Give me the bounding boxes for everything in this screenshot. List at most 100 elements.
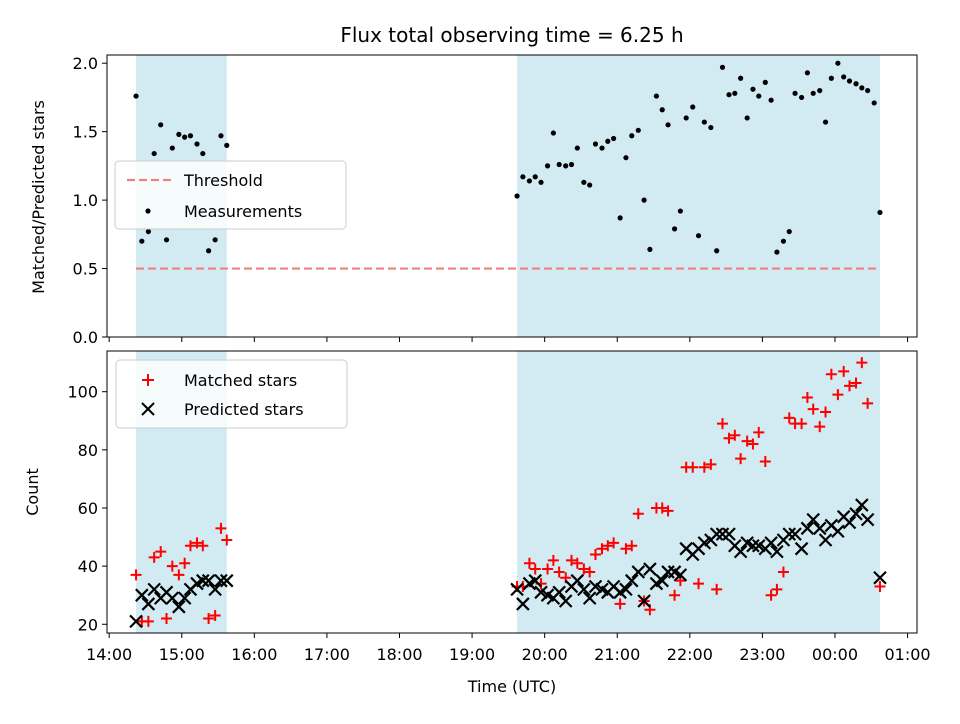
matched-point-51 (723, 432, 735, 444)
x-tick-label-11: 01:00 (885, 645, 931, 664)
predicted-point-36 (631, 565, 646, 579)
measurement-point-23 (556, 161, 562, 168)
x-tick-label-7: 21:00 (594, 645, 640, 664)
measurement-point-1 (139, 238, 145, 244)
measurement-point-75 (871, 100, 877, 106)
matched-point-28 (584, 566, 596, 578)
matched-point-7 (173, 569, 185, 581)
matched-point-0 (130, 569, 142, 581)
matched-point-66 (814, 421, 826, 433)
measurement-point-73 (859, 85, 865, 91)
matched-point-27 (578, 563, 590, 575)
matched-point-34 (620, 543, 632, 555)
predicted-point-19 (528, 573, 543, 588)
predicted-point-61 (782, 527, 797, 541)
predicted-point-67 (818, 533, 833, 547)
matched-point-49 (711, 583, 723, 595)
threshold-legend-label: Threshold (183, 171, 263, 190)
predicted-point-6 (165, 591, 180, 605)
x-tick-label-5: 19:00 (449, 645, 495, 664)
measurement-point-38 (647, 246, 653, 252)
predicted-point-37 (637, 594, 651, 608)
matched-point-42 (669, 589, 681, 601)
y-tick-label-top-2: 1.0 (73, 191, 98, 210)
measurement-point-51 (726, 92, 732, 98)
predicted-point-13 (208, 582, 222, 597)
measurement-point-58 (768, 97, 774, 103)
measurement-point-16 (514, 193, 520, 199)
predicted-point-73 (855, 498, 869, 512)
matched-point-10 (191, 537, 203, 549)
measurement-point-57 (762, 79, 768, 85)
matched-point-18 (523, 557, 535, 569)
measurement-point-62 (792, 90, 798, 96)
predicted-point-34 (619, 582, 633, 597)
measurement-point-37 (641, 197, 647, 203)
predicted-point-1 (135, 588, 149, 602)
measurement-point-6 (169, 145, 175, 151)
predicted-point-28 (582, 591, 597, 605)
measurement-point-56 (756, 93, 762, 99)
matched-point-74 (862, 397, 874, 409)
measurement-point-34 (623, 155, 629, 161)
measurement-point-40 (659, 107, 665, 113)
predicted-legend-label: Predicted stars (184, 400, 304, 419)
matched-point-4 (155, 546, 167, 558)
predicted-legend-marker (141, 402, 155, 416)
measurement-point-7 (176, 131, 182, 137)
matched-point-12 (203, 612, 215, 624)
predicted-point-55 (746, 539, 760, 553)
predicted-point-11 (196, 573, 210, 588)
matched-point-47 (698, 461, 710, 473)
matched-point-22 (547, 554, 559, 566)
y-tick-label-top-4: 2.0 (73, 54, 98, 73)
x-tick-label-10: 00:00 (812, 645, 858, 664)
measurement-point-72 (853, 81, 859, 87)
matched-point-50 (716, 418, 728, 430)
measurement-point-24 (563, 163, 569, 169)
predicted-point-23 (552, 585, 566, 600)
measurement-point-17 (520, 174, 526, 180)
measurement-point-3 (151, 150, 157, 157)
matched-point-56 (753, 426, 765, 438)
measurement-point-21 (544, 163, 551, 169)
bottom-y-axis-label: Count (23, 468, 42, 516)
matched-point-65 (807, 403, 819, 415)
measurement-point-68 (828, 75, 834, 81)
measurement-point-36 (635, 127, 641, 133)
matched-point-23 (553, 566, 565, 578)
y-tick-label-bottom-3: 80 (78, 441, 98, 460)
predicted-point-7 (172, 600, 186, 614)
measurement-point-47 (701, 119, 707, 125)
predicted-point-74 (860, 512, 875, 527)
matched-point-73 (856, 357, 868, 369)
measurement-point-55 (750, 86, 756, 92)
matched-point-67 (820, 406, 832, 418)
observing-window-bottom-1 (517, 351, 880, 633)
matched-point-32 (608, 537, 620, 549)
measurement-point-30 (599, 145, 605, 151)
bottom-panel: 20 40 60 80 100 14:00 15:00 16:00 17:00 18:00 19:0… (67, 350, 931, 664)
measurement-point-11 (200, 150, 206, 157)
y-tick-label-bottom-1: 40 (78, 557, 98, 576)
measurement-point-61 (786, 228, 792, 235)
measurement-point-35 (629, 133, 635, 139)
matched-point-25 (566, 554, 578, 566)
matched-point-3 (148, 551, 160, 563)
measurement-point-52 (732, 90, 738, 96)
measurement-point-14 (218, 133, 224, 139)
matched-point-69 (832, 389, 844, 401)
measurement-point-71 (846, 78, 853, 84)
predicted-point-26 (570, 573, 585, 588)
matched-point-2 (142, 615, 154, 627)
measurement-point-2 (145, 228, 151, 235)
measurement-point-50 (719, 64, 726, 70)
panel-frame-bottom (106, 350, 918, 634)
measurement-point-18 (526, 178, 533, 184)
matched-point-6 (166, 560, 178, 572)
matched-point-64 (801, 392, 813, 404)
measurement-point-69 (835, 60, 841, 66)
measurement-point-48 (708, 124, 714, 131)
measurement-point-15 (224, 142, 230, 148)
predicted-point-71 (842, 515, 857, 530)
